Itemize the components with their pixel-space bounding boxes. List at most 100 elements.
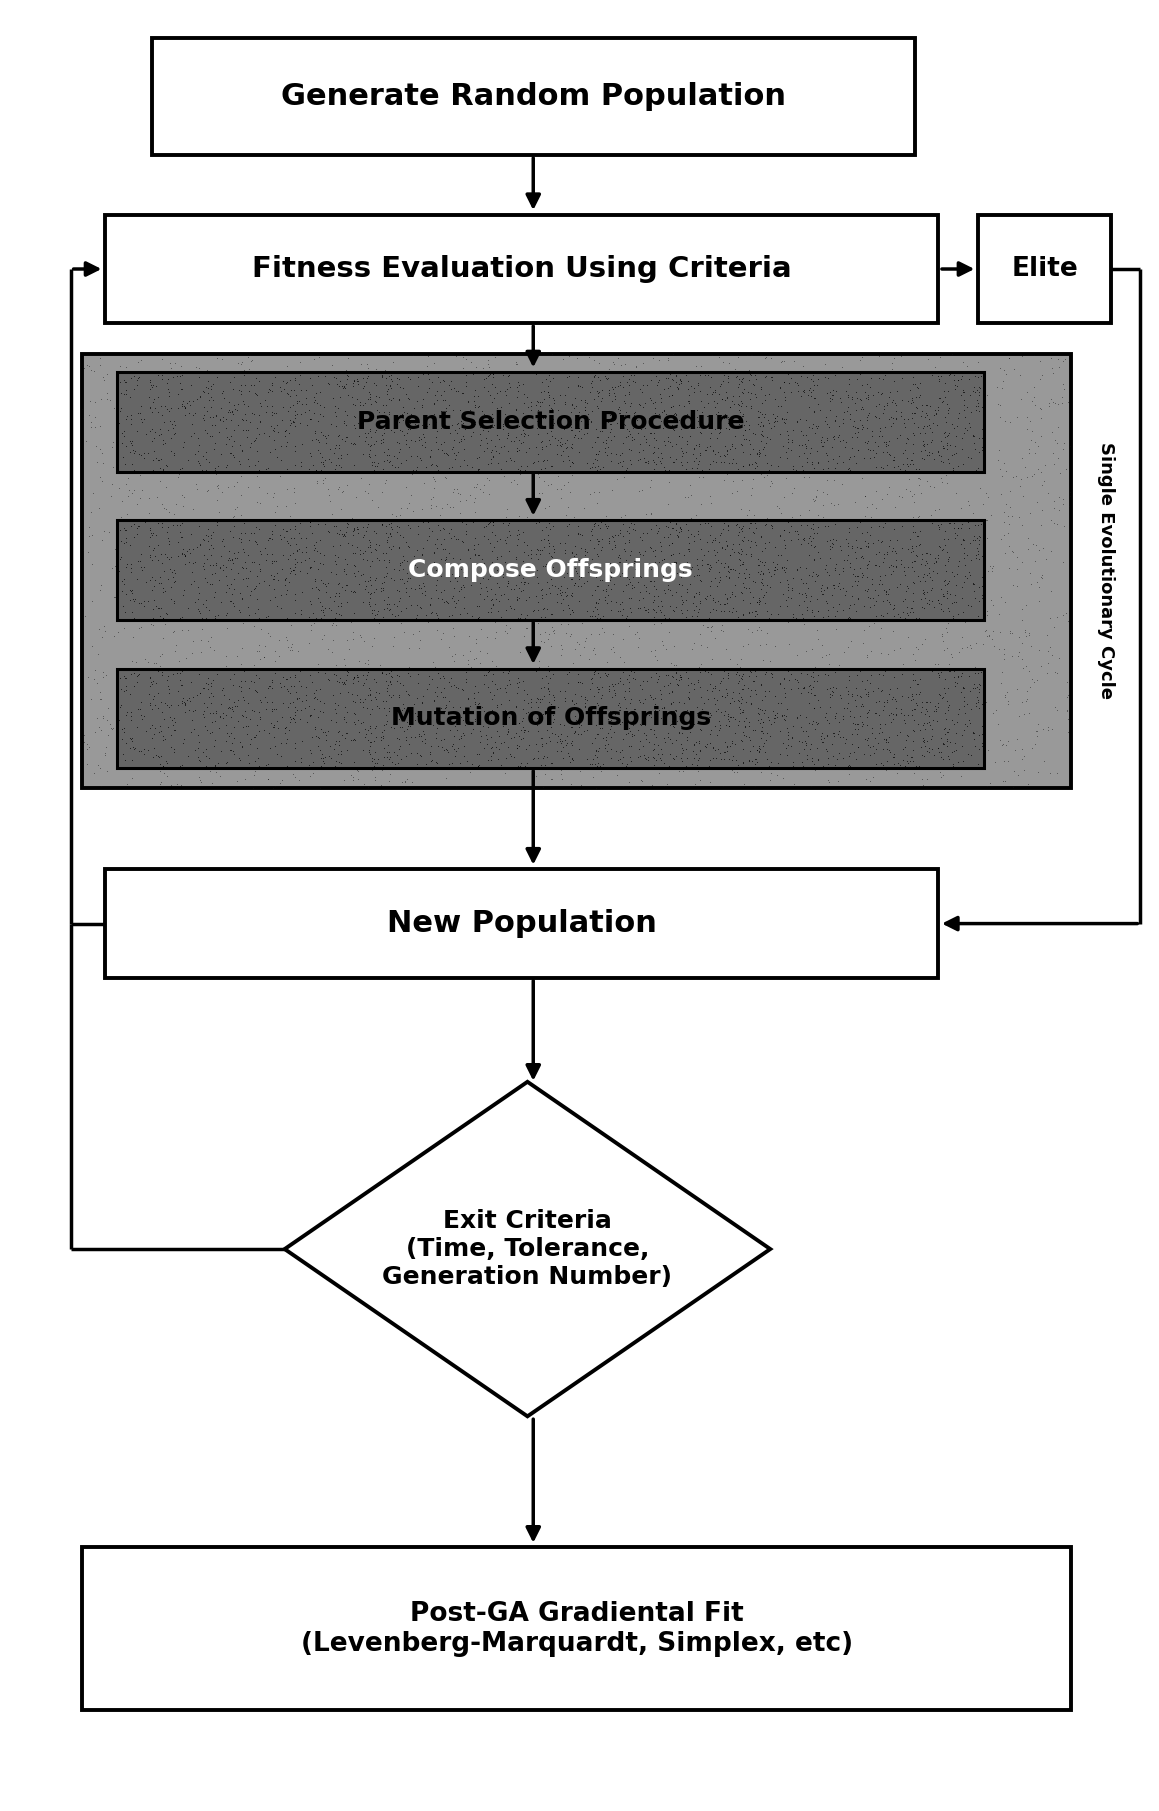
- Point: [299, 389, 318, 418]
- Point: [775, 386, 794, 415]
- Point: [127, 364, 146, 393]
- Point: [708, 547, 727, 576]
- Point: [526, 360, 545, 389]
- Point: [539, 735, 557, 764]
- Point: [851, 420, 869, 449]
- Point: [597, 502, 615, 531]
- Point: [217, 726, 235, 755]
- Point: [378, 440, 396, 469]
- Point: [634, 748, 653, 777]
- Point: [184, 418, 203, 447]
- Point: [750, 733, 768, 762]
- Point: [469, 688, 488, 717]
- Point: [729, 518, 748, 547]
- Point: [542, 541, 561, 570]
- Point: [262, 391, 280, 420]
- Point: [613, 357, 632, 386]
- Point: [253, 366, 271, 395]
- Point: [221, 703, 240, 732]
- Point: [343, 762, 362, 791]
- Point: [909, 670, 927, 699]
- Point: [481, 436, 500, 465]
- Point: [608, 449, 627, 478]
- Point: [235, 686, 254, 715]
- Point: [423, 598, 442, 627]
- Point: [391, 551, 409, 580]
- Point: [198, 525, 217, 554]
- Point: [614, 558, 633, 587]
- Point: [290, 766, 308, 795]
- Point: [637, 576, 656, 605]
- Point: [424, 648, 443, 677]
- Point: [606, 402, 625, 431]
- Point: [271, 672, 290, 701]
- Point: [509, 435, 527, 464]
- Point: [803, 561, 822, 590]
- Point: [896, 375, 914, 404]
- Point: [488, 420, 506, 449]
- Point: [823, 433, 841, 462]
- Point: [751, 360, 770, 389]
- Point: [322, 409, 341, 438]
- Point: [554, 427, 573, 456]
- Point: [260, 672, 278, 701]
- Point: [304, 592, 322, 621]
- Point: [246, 761, 264, 790]
- Point: [150, 569, 168, 598]
- Point: [300, 701, 319, 730]
- Point: [285, 672, 304, 701]
- Point: [399, 435, 417, 464]
- Point: [272, 594, 291, 623]
- Point: [729, 603, 748, 632]
- Point: [245, 612, 263, 641]
- Point: [1037, 545, 1056, 574]
- Point: [967, 692, 985, 721]
- Point: [918, 411, 936, 440]
- Point: [495, 513, 513, 541]
- Point: [662, 455, 680, 484]
- Point: [201, 402, 219, 431]
- Point: [533, 433, 552, 462]
- Point: [168, 359, 187, 388]
- Point: [291, 509, 309, 538]
- Point: [868, 753, 887, 782]
- Point: [214, 674, 233, 703]
- Point: [698, 697, 716, 726]
- Point: [671, 596, 690, 625]
- Point: [816, 350, 834, 378]
- Point: [99, 694, 117, 723]
- Point: [468, 455, 487, 484]
- Point: [260, 375, 278, 404]
- Point: [750, 585, 768, 614]
- Point: [932, 574, 950, 603]
- Point: [691, 565, 709, 594]
- Point: [752, 373, 771, 402]
- Point: [866, 576, 884, 605]
- Point: [481, 723, 500, 752]
- Point: [523, 458, 541, 487]
- Point: [806, 545, 824, 574]
- Point: [351, 393, 370, 422]
- Point: [372, 420, 391, 449]
- Point: [460, 621, 479, 650]
- Point: [569, 565, 588, 594]
- Point: [243, 773, 262, 802]
- Point: [377, 465, 395, 494]
- Point: [312, 362, 330, 391]
- Point: [312, 549, 330, 578]
- Point: [287, 695, 306, 724]
- Bar: [105, 869, 938, 978]
- Point: [625, 695, 643, 724]
- Point: [799, 380, 817, 409]
- Point: [211, 552, 229, 581]
- Point: [975, 397, 993, 426]
- Point: [447, 377, 466, 406]
- Point: [311, 438, 329, 467]
- Point: [756, 589, 774, 618]
- Point: [102, 482, 121, 511]
- Point: [765, 407, 783, 436]
- Point: [350, 569, 369, 598]
- Point: [664, 663, 683, 692]
- Point: [495, 359, 513, 388]
- Point: [357, 424, 376, 453]
